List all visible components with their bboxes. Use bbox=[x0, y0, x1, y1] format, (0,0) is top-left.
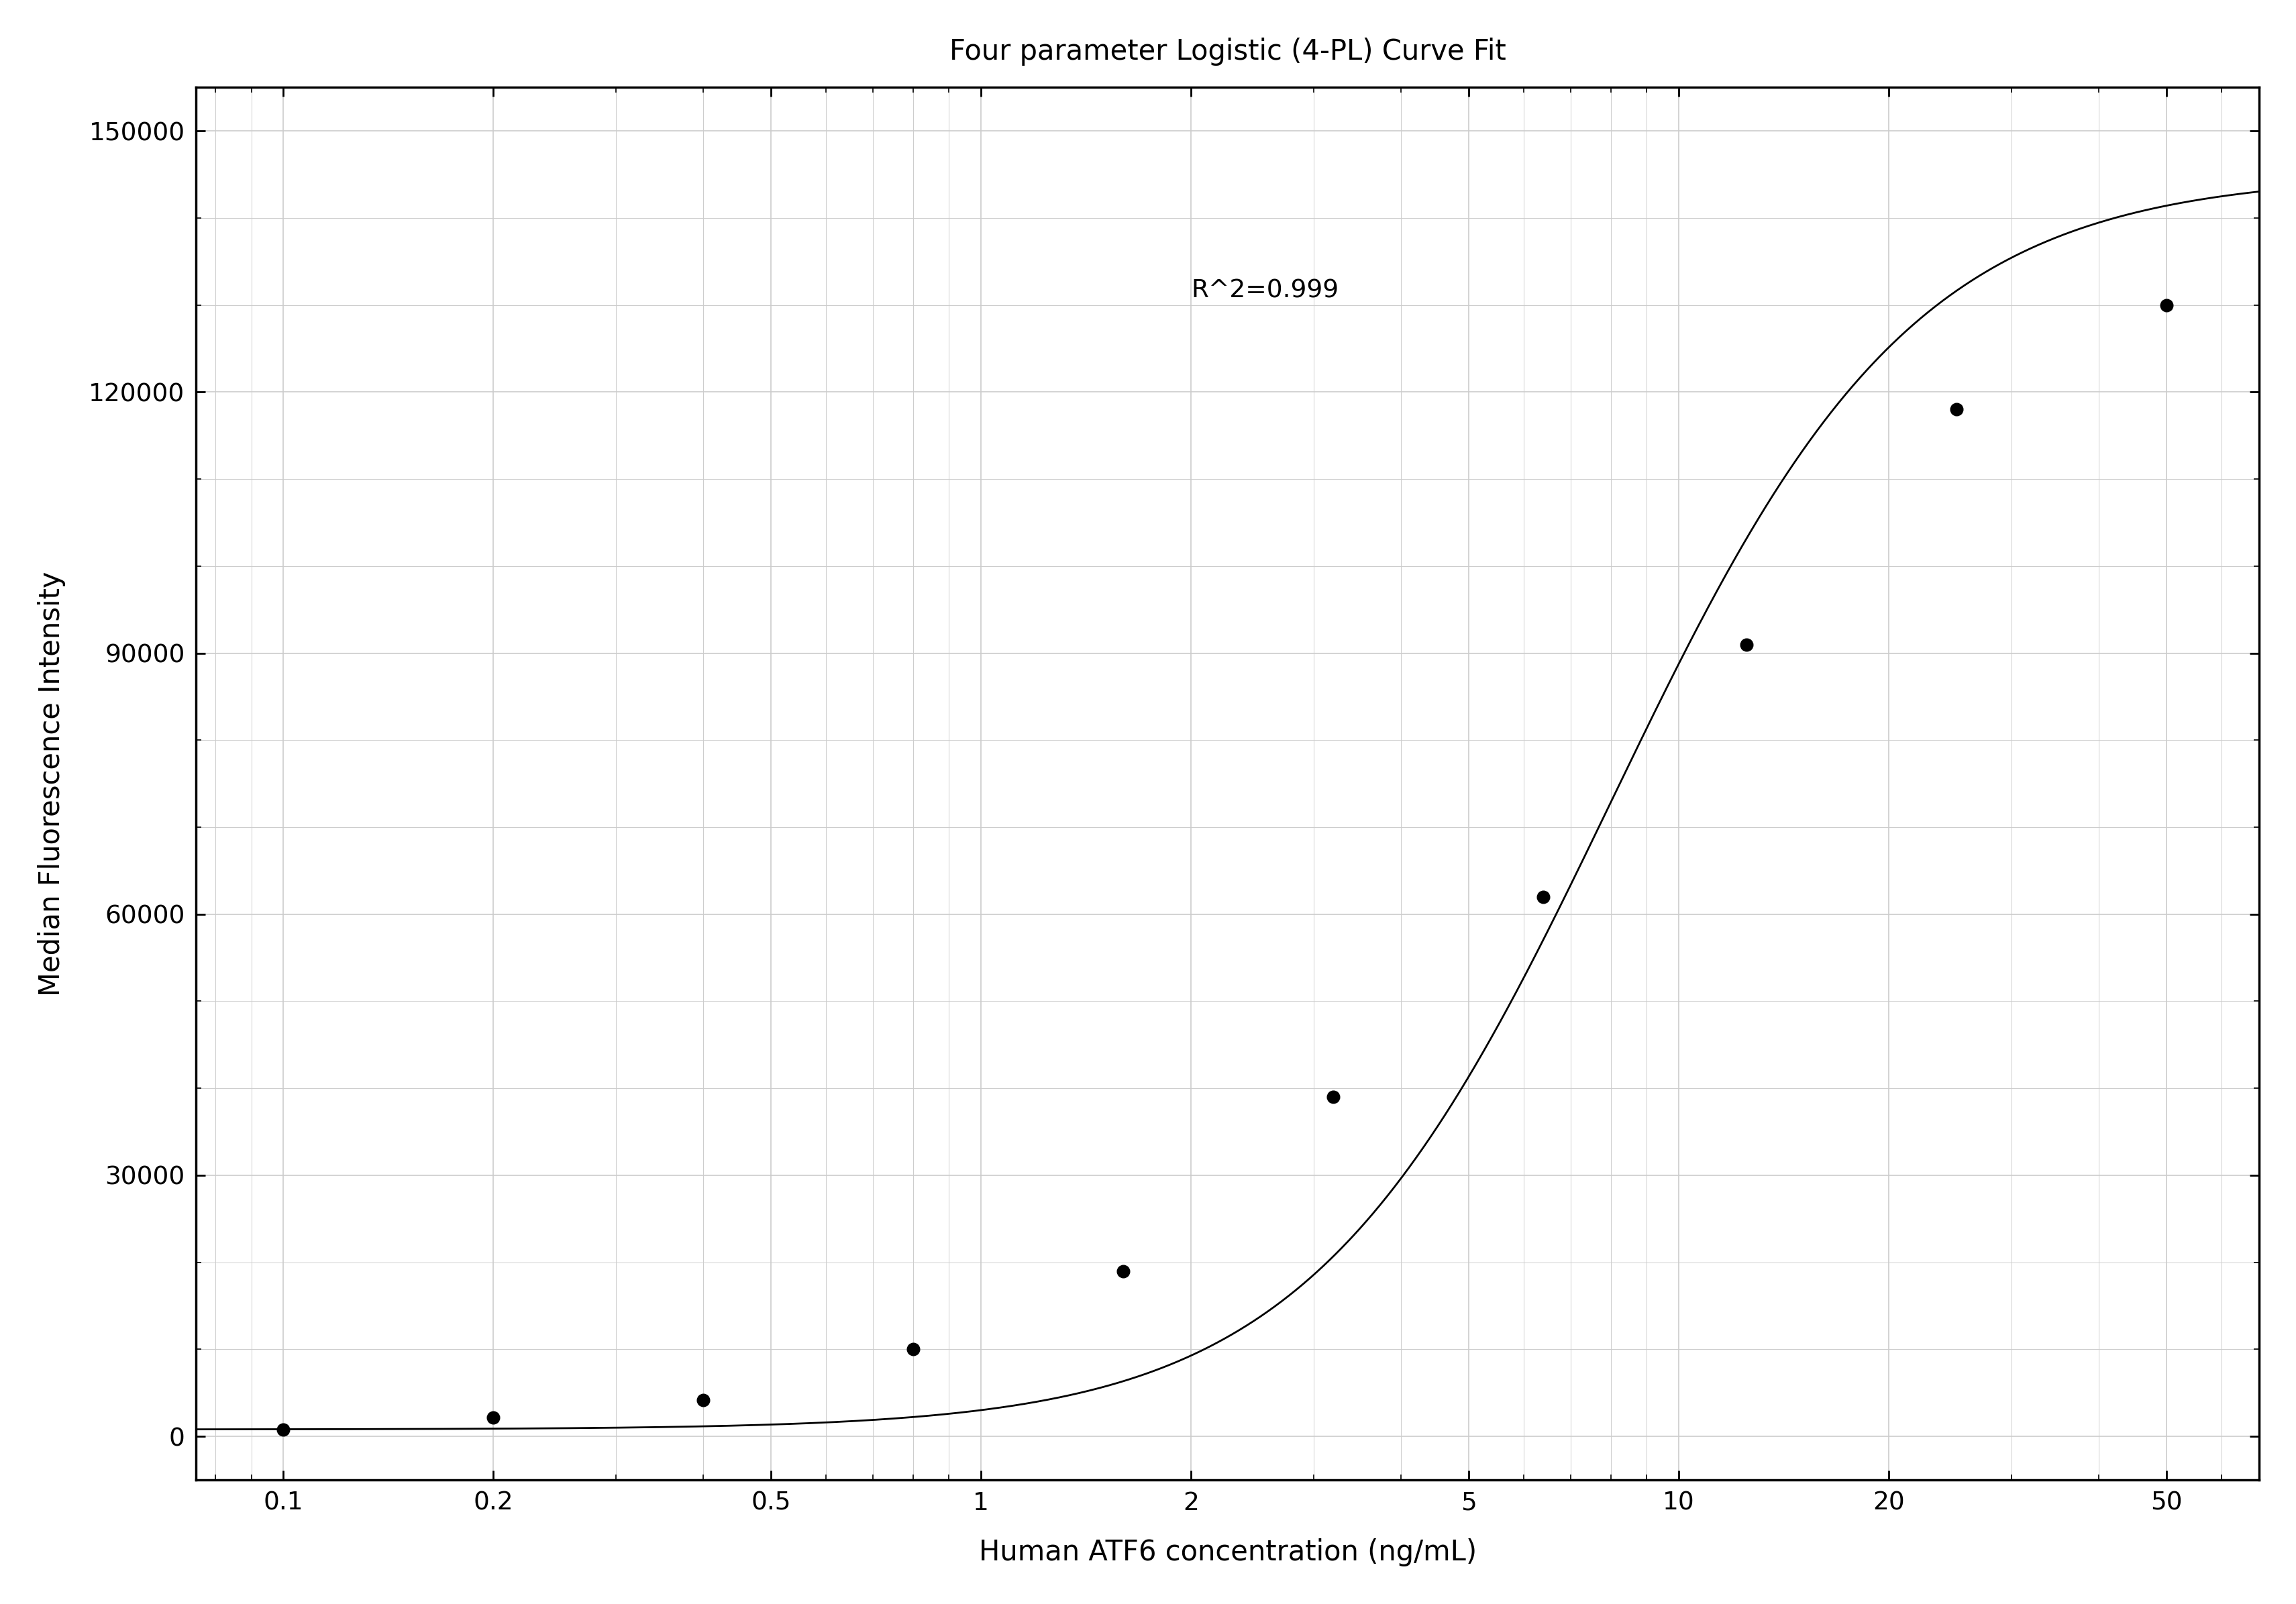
Title: Four parameter Logistic (4-PL) Curve Fit: Four parameter Logistic (4-PL) Curve Fit bbox=[948, 37, 1506, 66]
Point bbox=[684, 1387, 721, 1413]
Text: R^2=0.999: R^2=0.999 bbox=[1192, 279, 1339, 303]
Point bbox=[264, 1416, 301, 1442]
Point bbox=[2147, 292, 2183, 318]
Point bbox=[895, 1336, 932, 1362]
Point bbox=[1316, 1084, 1352, 1110]
Point bbox=[1938, 396, 1975, 422]
Y-axis label: Median Fluorescence Intensity: Median Fluorescence Intensity bbox=[37, 571, 67, 996]
X-axis label: Human ATF6 concentration (ng/mL): Human ATF6 concentration (ng/mL) bbox=[978, 1538, 1476, 1567]
Point bbox=[1104, 1258, 1141, 1283]
Point bbox=[1525, 884, 1561, 909]
Point bbox=[1727, 632, 1763, 658]
Point bbox=[475, 1405, 512, 1431]
